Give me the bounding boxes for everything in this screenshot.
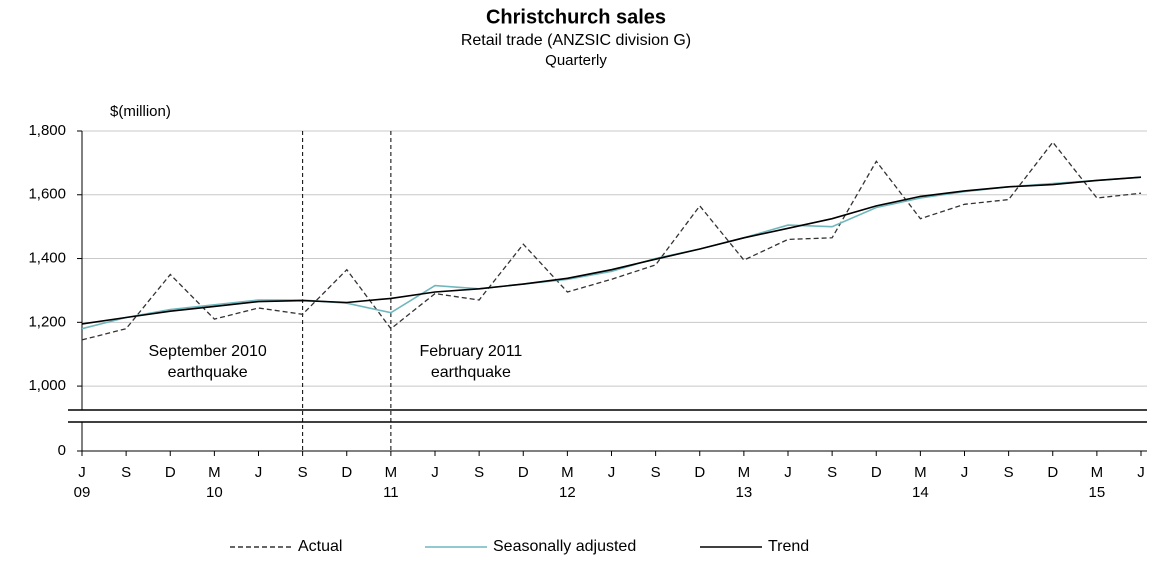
x-tick-label: S <box>121 464 131 481</box>
series-line <box>81 176 1142 325</box>
legend-label: Trend <box>768 538 809 555</box>
x-tick-label: D <box>694 464 705 481</box>
x-tick-label: J <box>255 464 263 481</box>
x-tick-label: D <box>871 464 882 481</box>
x-tick-label: D <box>1047 464 1058 481</box>
chart-title: Christchurch sales <box>486 6 666 28</box>
chart-subtitle: Retail trade (ANZSIC division G) <box>461 32 691 49</box>
x-tick-label: J <box>784 464 792 481</box>
series-line <box>81 176 1142 330</box>
y-axis-label: $(million) <box>110 103 171 120</box>
annotation: earthquake <box>168 364 248 381</box>
x-tick-label: D <box>341 464 352 481</box>
x-year-label: 15 <box>1089 484 1106 501</box>
x-tick-label: M <box>561 464 574 481</box>
x-tick-label: J <box>1137 464 1145 481</box>
series-line <box>81 141 1142 341</box>
x-year-label: 13 <box>736 484 753 501</box>
x-tick-label: D <box>165 464 176 481</box>
x-tick-label: S <box>1004 464 1014 481</box>
x-tick-label: D <box>518 464 529 481</box>
x-tick-label: S <box>474 464 484 481</box>
x-year-label: 09 <box>74 484 91 501</box>
annotation: earthquake <box>431 364 511 381</box>
legend-label: Seasonally adjusted <box>493 538 636 555</box>
y-tick-label: 1,000 <box>28 377 66 394</box>
x-year-label: 14 <box>912 484 929 501</box>
x-tick-label: M <box>914 464 927 481</box>
y-tick-label: 0 <box>58 442 66 459</box>
x-tick-label: S <box>827 464 837 481</box>
x-tick-label: J <box>431 464 439 481</box>
x-tick-label: M <box>738 464 751 481</box>
x-year-label: 10 <box>206 484 223 501</box>
y-tick-label: 1,400 <box>28 250 66 267</box>
x-tick-label: J <box>608 464 616 481</box>
x-tick-label: M <box>385 464 398 481</box>
annotation: September 2010 <box>148 343 266 360</box>
x-year-label: 12 <box>559 484 576 501</box>
chart-subtitle: Quarterly <box>545 52 607 69</box>
legend-label: Actual <box>298 538 342 555</box>
y-tick-label: 1,600 <box>28 186 66 203</box>
y-tick-label: 1,800 <box>28 122 66 139</box>
x-tick-label: J <box>961 464 969 481</box>
x-tick-label: M <box>208 464 221 481</box>
x-tick-label: S <box>298 464 308 481</box>
x-tick-label: M <box>1091 464 1104 481</box>
x-tick-label: J <box>78 464 86 481</box>
annotation: February 2011 <box>419 343 522 360</box>
x-year-label: 11 <box>383 484 399 501</box>
y-tick-label: 1,200 <box>28 313 66 330</box>
x-tick-label: S <box>651 464 661 481</box>
